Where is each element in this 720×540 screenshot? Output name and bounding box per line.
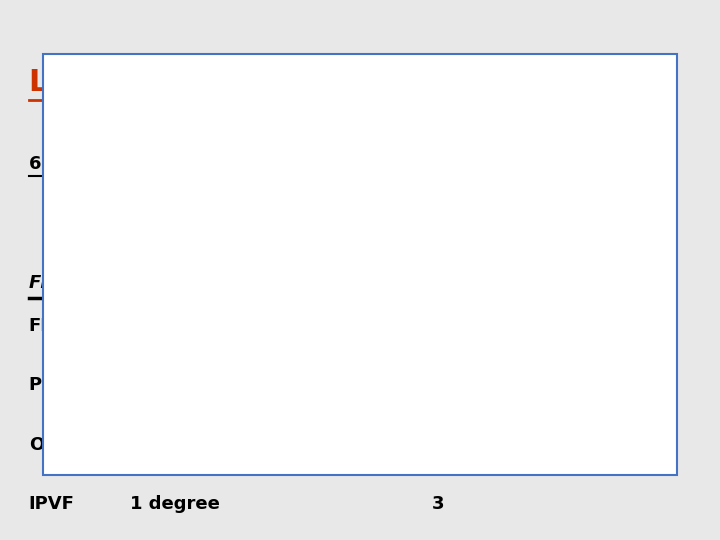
Text: 21: 21 xyxy=(432,436,457,454)
Text: 1 degree: 1 degree xyxy=(130,495,220,513)
Text: T126(384x190 Gaussian): T126(384x190 Gaussian) xyxy=(130,317,381,335)
Text: 1 degree: 1 degree xyxy=(130,376,220,394)
Text: 6 HOURLY TIMESERIES OF 88 SELECTED VARIABLES: 6 HOURLY TIMESERIES OF 88 SELECTED VARIA… xyxy=(29,155,544,173)
Text: 32: 32 xyxy=(432,376,457,394)
Text: Grid: Grid xyxy=(130,274,172,292)
Text: 32: 32 xyxy=(432,317,457,335)
Text: IPVF: IPVF xyxy=(29,495,75,513)
Text: File: File xyxy=(29,274,66,292)
Text: LEVEL 3 DATA :: LEVEL 3 DATA : xyxy=(29,68,287,97)
Text: 3: 3 xyxy=(432,495,444,513)
Text: PGBF: PGBF xyxy=(29,376,83,394)
Text: Number: Number xyxy=(432,274,513,292)
Text: OCNH: OCNH xyxy=(29,436,87,454)
Text: 0.5 degree: 0.5 degree xyxy=(130,436,239,454)
Text: FLXF: FLXF xyxy=(29,317,78,335)
